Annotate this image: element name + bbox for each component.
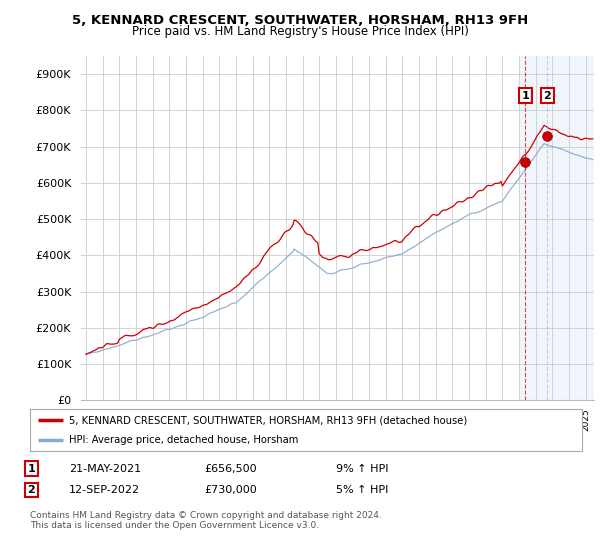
Text: 9% ↑ HPI: 9% ↑ HPI	[336, 464, 389, 474]
Text: 5, KENNARD CRESCENT, SOUTHWATER, HORSHAM, RH13 9FH (detached house): 5, KENNARD CRESCENT, SOUTHWATER, HORSHAM…	[68, 415, 467, 425]
Text: 1: 1	[28, 464, 35, 474]
Text: 21-MAY-2021: 21-MAY-2021	[69, 464, 141, 474]
Text: HPI: Average price, detached house, Horsham: HPI: Average price, detached house, Hors…	[68, 435, 298, 445]
Text: 5, KENNARD CRESCENT, SOUTHWATER, HORSHAM, RH13 9FH: 5, KENNARD CRESCENT, SOUTHWATER, HORSHAM…	[72, 14, 528, 27]
Text: 12-SEP-2022: 12-SEP-2022	[69, 485, 140, 495]
Text: 2: 2	[544, 91, 551, 101]
Text: 1: 1	[521, 91, 529, 101]
Bar	[519, 56, 594, 400]
Text: £656,500: £656,500	[204, 464, 257, 474]
Text: 5% ↑ HPI: 5% ↑ HPI	[336, 485, 388, 495]
Text: £730,000: £730,000	[204, 485, 257, 495]
Text: Price paid vs. HM Land Registry's House Price Index (HPI): Price paid vs. HM Land Registry's House …	[131, 25, 469, 38]
Text: 2: 2	[28, 485, 35, 495]
Text: Contains HM Land Registry data © Crown copyright and database right 2024.
This d: Contains HM Land Registry data © Crown c…	[30, 511, 382, 530]
